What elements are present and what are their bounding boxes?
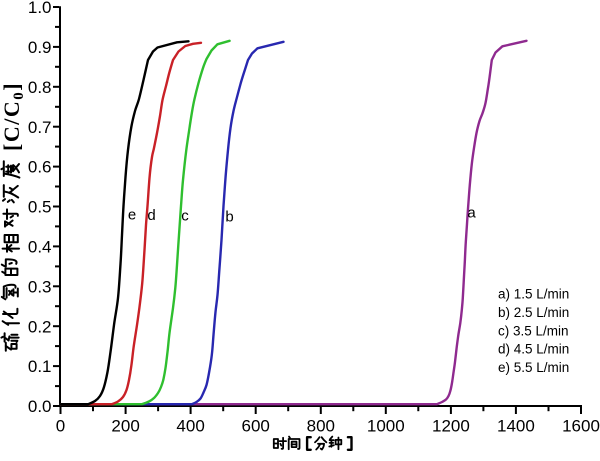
svg-text:e: e	[128, 206, 136, 223]
svg-text:0.5: 0.5	[28, 198, 52, 217]
svg-text:200: 200	[111, 417, 139, 436]
svg-text:1200: 1200	[432, 417, 470, 436]
svg-text:0.3: 0.3	[28, 277, 52, 296]
svg-text:b) 2.5 L/min: b) 2.5 L/min	[498, 305, 569, 320]
svg-text:a: a	[467, 205, 476, 222]
svg-text:c) 3.5 L/min: c) 3.5 L/min	[498, 323, 569, 338]
svg-text:e) 5.5 L/min: e) 5.5 L/min	[498, 360, 569, 375]
svg-text:0.7: 0.7	[28, 118, 52, 137]
svg-text:b: b	[225, 208, 233, 225]
svg-text:0.9: 0.9	[28, 38, 52, 57]
svg-text:c: c	[181, 207, 189, 224]
svg-text:0.2: 0.2	[28, 317, 52, 336]
svg-text:600: 600	[242, 417, 270, 436]
svg-text:400: 400	[176, 417, 204, 436]
svg-text:a) 1.5 L/min: a) 1.5 L/min	[498, 287, 569, 302]
svg-text:0.0: 0.0	[28, 397, 52, 416]
svg-text:1000: 1000	[367, 417, 405, 436]
svg-text:800: 800	[307, 417, 335, 436]
svg-text:1400: 1400	[497, 417, 535, 436]
svg-text:d) 4.5 L/min: d) 4.5 L/min	[498, 342, 569, 357]
svg-text:0.8: 0.8	[28, 78, 52, 97]
svg-text:1600: 1600	[562, 417, 600, 436]
svg-text:0.4: 0.4	[28, 238, 52, 257]
svg-text:d: d	[147, 207, 155, 224]
svg-text:0.6: 0.6	[28, 158, 52, 177]
svg-text:0: 0	[56, 417, 65, 436]
svg-text:1.0: 1.0	[28, 0, 52, 17]
svg-text:0.1: 0.1	[28, 357, 52, 376]
